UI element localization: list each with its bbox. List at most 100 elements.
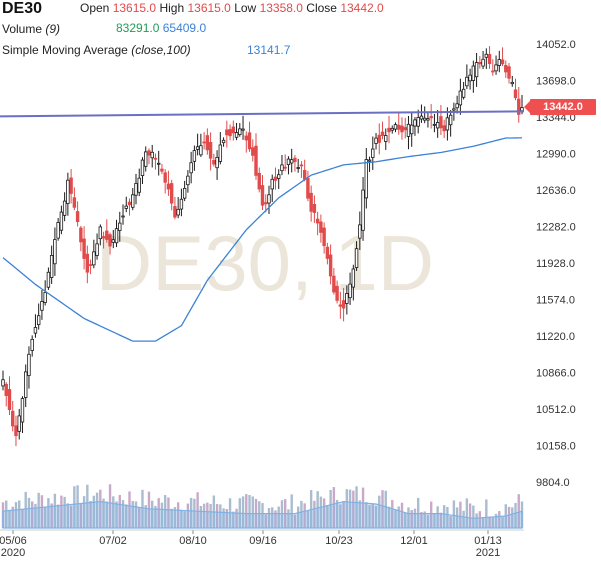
volume-bar [439, 512, 443, 528]
volume-bar [374, 505, 378, 528]
volume-bar [138, 507, 141, 528]
volume-bar [491, 516, 495, 528]
volume-bar [371, 504, 374, 528]
volume-bar [14, 502, 18, 528]
volume-bar [391, 500, 394, 528]
candle-body [338, 304, 343, 307]
volume-bar [167, 497, 170, 528]
volume-bar [30, 501, 34, 528]
volume-bar [267, 508, 271, 528]
volume-bar [326, 505, 329, 528]
volume-bar [303, 503, 306, 528]
candle-body [163, 172, 167, 183]
candle-body [393, 124, 398, 130]
volume-ma-value: 65409.0 [162, 21, 207, 35]
candle-body [88, 264, 93, 266]
volume-bar [86, 484, 89, 528]
volume-bar [517, 494, 520, 528]
candle-body [497, 59, 501, 66]
y-tick-label: 11928.0 [536, 258, 575, 270]
candle-body [85, 253, 90, 273]
volume-bar [306, 510, 310, 528]
candle-body [277, 174, 281, 179]
volume-bar [21, 509, 24, 528]
candle-body [195, 146, 200, 150]
candle-body [7, 389, 12, 411]
volume-bar [384, 490, 387, 528]
volume-bar [339, 504, 342, 528]
volume-bar [79, 503, 83, 528]
candle-body [384, 135, 388, 142]
volume-bar [66, 503, 70, 528]
candle-body [306, 178, 310, 199]
volume-bar [34, 503, 37, 528]
candle-body [192, 150, 197, 162]
candle-body [351, 268, 356, 288]
candle-body [448, 114, 453, 126]
volume-bar [76, 485, 79, 528]
volume-bar [95, 492, 99, 528]
volume-bar [43, 507, 47, 528]
open-value: 13615.0 [112, 1, 157, 15]
volume-bar [381, 490, 384, 528]
candle-body [422, 117, 427, 121]
candle-body [377, 134, 381, 143]
candle-body [247, 132, 252, 150]
candle-body [283, 166, 287, 169]
candle-body [361, 189, 365, 231]
candle-body [189, 162, 193, 174]
volume-bar [157, 498, 160, 528]
volume-bar [235, 508, 238, 528]
volume-bar [82, 496, 86, 528]
volume-bar [420, 512, 423, 528]
x-tick-label: 10/23 [325, 535, 353, 547]
volume-bar [131, 500, 134, 528]
volume-bar [433, 513, 436, 528]
volume-bar [413, 508, 417, 528]
candle-body [46, 271, 51, 288]
volume-bar [134, 501, 138, 528]
candle-body [322, 227, 326, 247]
candle-body [452, 108, 456, 111]
y-tick-label: 11220.0 [536, 331, 575, 343]
volume-bar [475, 513, 478, 528]
volume-period: (9) [45, 22, 61, 36]
volume-bar [115, 501, 118, 528]
candle-body [4, 383, 8, 396]
candle-body [105, 230, 109, 240]
volume-bar [296, 506, 300, 528]
volume-bar [335, 499, 339, 528]
candle-body [387, 127, 391, 133]
volume-bar [24, 491, 27, 528]
candle-body [202, 141, 206, 144]
sma-legend[interactable]: Simple Moving Average (close,100) [2, 43, 191, 57]
volume-bar [277, 506, 280, 528]
volume-bar [313, 500, 316, 528]
volume-bar [322, 498, 326, 528]
candle-body [296, 167, 300, 169]
candle-body [286, 158, 291, 166]
volume-bar [329, 489, 332, 528]
candle-body [364, 159, 368, 199]
volume-bar [37, 492, 40, 528]
candle-body [504, 65, 508, 73]
volume-bar [397, 506, 400, 528]
candle-body [400, 125, 404, 133]
volume-bar [118, 495, 121, 528]
volume-bar [102, 498, 105, 528]
candle-body [358, 224, 362, 239]
candle-body [319, 221, 323, 233]
candle-body [432, 123, 437, 126]
volume-bar [163, 495, 167, 528]
candle-body [458, 90, 463, 106]
volume-bar [332, 487, 336, 528]
volume-legend[interactable]: Volume (9) [2, 22, 60, 36]
candle-body [36, 315, 41, 326]
candle-body [108, 234, 112, 247]
candle-body [124, 205, 128, 209]
candle-body [403, 127, 407, 131]
volume-bar [423, 511, 426, 528]
candle-body [293, 157, 297, 162]
